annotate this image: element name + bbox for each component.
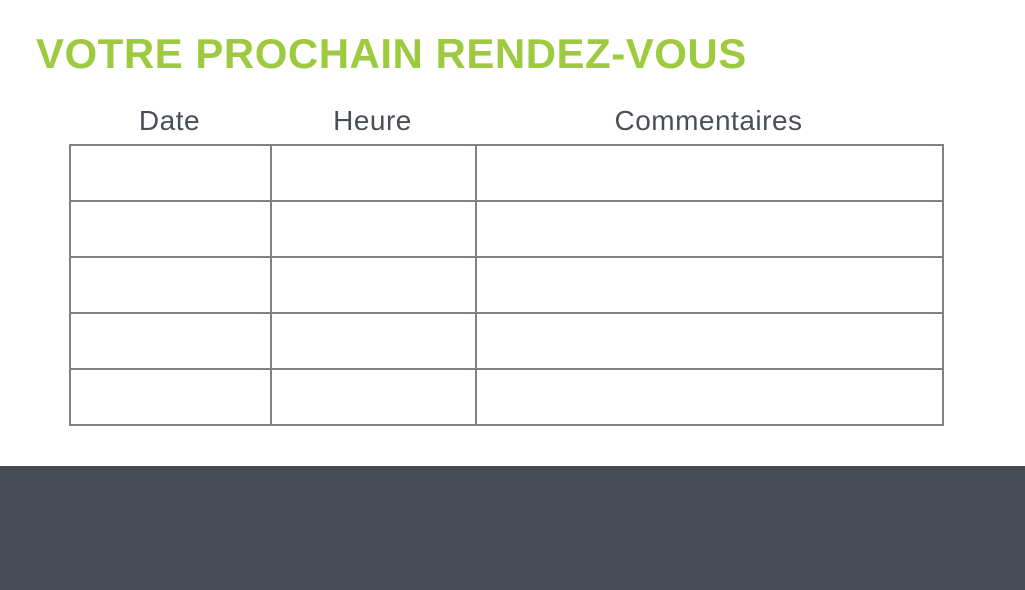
table-row xyxy=(69,256,944,314)
footer-band xyxy=(0,466,1025,590)
table-cell-date xyxy=(69,368,272,426)
page-title: VOTRE PROCHAIN RENDEZ-VOUS xyxy=(36,30,747,77)
appointments-table xyxy=(69,144,944,426)
table-cell-commentaires xyxy=(475,200,944,258)
appointments-section: Date Heure Commentaires xyxy=(69,98,944,426)
table-cell-commentaires xyxy=(475,144,944,202)
table-cell-heure xyxy=(270,312,477,370)
table-row xyxy=(69,200,944,258)
table-cell-date xyxy=(69,312,272,370)
table-cell-commentaires xyxy=(475,256,944,314)
table-cell-commentaires xyxy=(475,312,944,370)
table-cell-date xyxy=(69,200,272,258)
column-header-heure: Heure xyxy=(333,105,412,136)
table-cell-commentaires xyxy=(475,368,944,426)
appointments-table-body xyxy=(69,144,944,426)
column-header-commentaires: Commentaires xyxy=(614,105,803,136)
table-cell-date xyxy=(69,144,272,202)
table-cell-date xyxy=(69,256,272,314)
table-row xyxy=(69,368,944,426)
table-row xyxy=(69,144,944,202)
table-row xyxy=(69,312,944,370)
table-cell-heure xyxy=(270,256,477,314)
table-cell-heure xyxy=(270,144,477,202)
column-header-date: Date xyxy=(138,105,201,136)
table-cell-heure xyxy=(270,200,477,258)
table-cell-heure xyxy=(270,368,477,426)
table-column-headers: Date Heure Commentaires xyxy=(69,98,942,144)
